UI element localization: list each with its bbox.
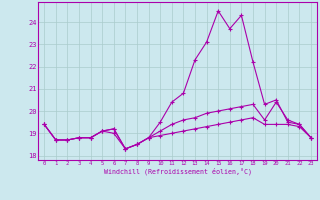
X-axis label: Windchill (Refroidissement éolien,°C): Windchill (Refroidissement éolien,°C) [104, 168, 252, 175]
